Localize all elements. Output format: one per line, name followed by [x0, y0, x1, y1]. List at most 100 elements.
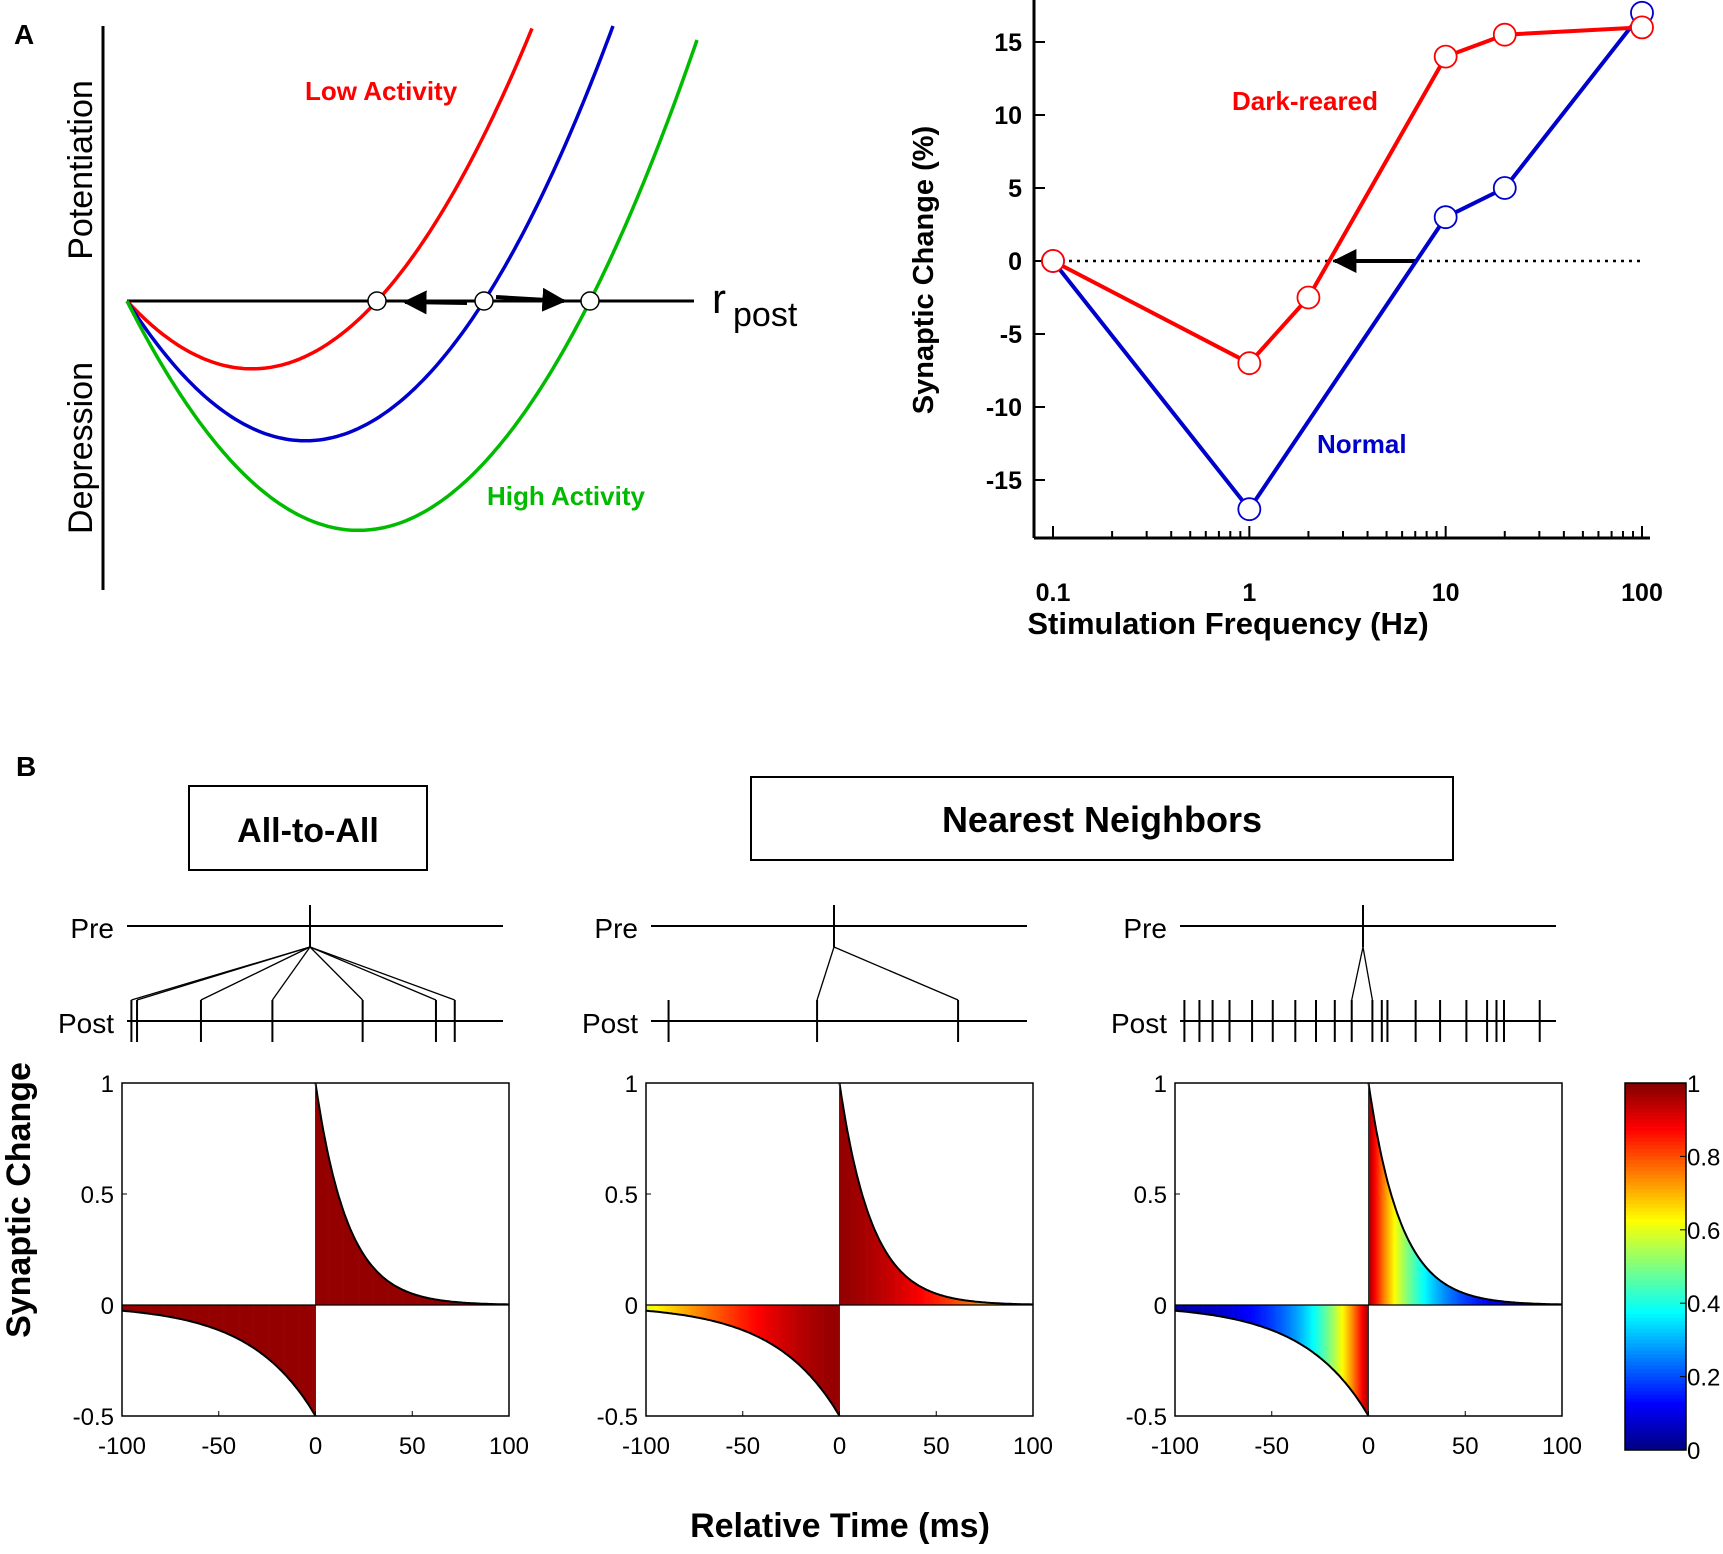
colorbar: 1 0.8 0.6 0.4 0.2 0: [1624, 1071, 1720, 1465]
a-left-curve-low-activity: [125, 27, 534, 371]
a-right-point-dark-reared: [1296, 285, 1321, 310]
colorbar-tick-label: 1: [1687, 1071, 1700, 1098]
a-left-label-low: Low Activity: [305, 76, 458, 106]
a-right-y-tick-label: -5: [1000, 321, 1022, 349]
a-right-x-tick-label: 10: [1432, 579, 1460, 607]
b-panel-3: Pre Post 1 0.5 0 -0.5-100 -50 0 50 100: [1111, 905, 1582, 1460]
raster-pairing-line: [816, 946, 835, 1001]
raster-pairing-line: [1362, 946, 1374, 1001]
a-right-xlabel: Stimulation Frequency (Hz): [1027, 606, 1428, 641]
stdp-heatmap-fill: [646, 1086, 1034, 1416]
stdp-ltd-curve: [1174, 1309, 1370, 1417]
raster-pairing-line: [200, 946, 311, 1001]
stdp-y-tick-label: -0.5: [597, 1404, 638, 1431]
stdp-x-tick-label: -50: [1254, 1433, 1289, 1460]
raster-pairing-line: [271, 946, 311, 1001]
a-right-ylabel: Synaptic Change (%): [908, 126, 940, 414]
stdp-x-tick-label: -50: [725, 1433, 760, 1460]
a-right-x-tick-label: 1: [1242, 579, 1256, 607]
a-right-y-tick-label: 5: [1008, 175, 1022, 203]
a-right-y-tick-label: 10: [994, 102, 1022, 130]
raster-pairing-line: [136, 946, 311, 1001]
b-panel-1: Pre Post 1 0.5 0 -0.5-100 -50 0 50 100: [58, 905, 529, 1460]
b-shared-xlabel: Relative Time (ms): [690, 1507, 990, 1545]
a-right-point-normal: [1492, 176, 1517, 200]
colorbar-frame: [1624, 1082, 1687, 1451]
raster-pairing-line: [309, 946, 437, 1001]
panel-label-b: B: [16, 751, 36, 782]
b-shared-ylabel: Synaptic Change: [0, 1062, 38, 1338]
a-right-label-dark-reared: Dark-reared: [1232, 86, 1378, 116]
raster-post-label: Post: [582, 1008, 638, 1039]
a-right-y-tick-label: 0: [1008, 248, 1022, 276]
stdp-y-tick-label: 0.5: [1134, 1182, 1167, 1209]
stdp-x-tick-label: 0: [309, 1433, 322, 1460]
stdp-y-tick-label: 1: [625, 1071, 638, 1098]
a-left-label-high: High Activity: [487, 481, 645, 511]
a-right-point-normal: [1237, 497, 1262, 522]
stdp-y-tick-label: 1: [1154, 1071, 1167, 1098]
stdp-y-tick-label: 0: [101, 1293, 114, 1320]
stdp-ltp-curve: [314, 1082, 509, 1306]
stdp-ltd-curve: [645, 1309, 841, 1417]
stdp-x-tick-label: -100: [622, 1433, 670, 1460]
a-right-y-tick-label: -10: [986, 394, 1022, 422]
header-all-to-all: All-to-All: [237, 812, 379, 850]
raster-pairing-line: [309, 946, 455, 1001]
stdp-y-tick-label: 1: [101, 1071, 114, 1098]
a-right-point-dark-reared: [1041, 249, 1065, 273]
raster-pre-label: Pre: [594, 913, 638, 944]
a-right-point-dark-reared: [1630, 15, 1654, 40]
a-left-threshold-markers: [367, 291, 600, 311]
a-left-xlabel-sub: post: [733, 296, 798, 334]
a-left-arrow-right: [495, 287, 567, 312]
a-left-arrow-left: [402, 290, 468, 315]
header-nearest-neighbors: Nearest Neighbors: [942, 799, 1262, 840]
stdp-y-tick-label: 0.5: [605, 1182, 638, 1209]
stdp-x-tick-label: 50: [1452, 1433, 1479, 1460]
a-right-marks: 15 10 5 0 -5 -10 -15 0.1 1 10 100: [986, 0, 1663, 607]
stdp-y-tick-label: 0: [1154, 1293, 1167, 1320]
stdp-x-tick-label: 50: [399, 1433, 426, 1460]
a-left-threshold-marker: [367, 291, 387, 311]
raster-pairing-line: [1351, 946, 1364, 1001]
stdp-heatmap-fill: [1175, 1086, 1563, 1416]
panel-label-a: A: [14, 19, 34, 50]
a-left-xlabel-main: r: [712, 275, 726, 322]
chart-a-left: Potentiation Depression Low Activity Hig…: [62, 25, 798, 590]
a-right-x-tick-label: 0.1: [1036, 579, 1071, 607]
stdp-x-tick-label: 50: [923, 1433, 950, 1460]
stdp-x-tick-label: 0: [833, 1433, 846, 1460]
stdp-x-tick-label: -100: [98, 1433, 146, 1460]
a-right-y-tick-label: -15: [986, 467, 1022, 495]
a-left-ylabel-bottom: Depression: [62, 362, 100, 534]
raster-pre-label: Pre: [1123, 913, 1167, 944]
chart-a-right: 15 10 5 0 -5 -10 -15 0.1 1 10 100 Dark-reared Norm…: [908, 0, 1663, 641]
raster-post-label: Post: [1111, 1008, 1167, 1039]
a-right-point-normal: [1433, 205, 1458, 230]
a-right-y-tick-label: 15: [994, 29, 1022, 57]
stdp-x-tick-label: -50: [201, 1433, 236, 1460]
b-panel-2: Pre Post 1 0.5 0 -0.5-100 -50 0 50 100: [582, 905, 1053, 1460]
a-left-ylabel-top: Potentiation: [62, 80, 100, 260]
header-box-all-to-all: [188, 785, 428, 871]
a-right-point-dark-reared: [1237, 351, 1262, 376]
a-right-point-dark-reared: [1433, 44, 1458, 69]
raster-pairing-line: [833, 946, 959, 1001]
stdp-x-tick-label: -100: [1151, 1433, 1199, 1460]
stdp-y-tick-label: -0.5: [73, 1404, 114, 1431]
raster-post-label: Post: [58, 1008, 114, 1039]
header-box-nearest-neighbors: [750, 776, 1454, 861]
a-left-curve-high-activity: [125, 39, 699, 533]
a-right-line-dark-reared: [1052, 25, 1643, 366]
raster-pairing-line: [309, 946, 364, 1001]
a-left-curve-normal: [125, 25, 615, 443]
stdp-y-tick-label: 0: [625, 1293, 638, 1320]
colorbar-tick-label: 0.8: [1687, 1144, 1720, 1171]
stdp-heatmap-fill: [122, 1086, 510, 1416]
colorbar-tick-label: 0.4: [1687, 1291, 1720, 1318]
a-left-threshold-marker: [580, 291, 600, 311]
stdp-ltp-curve: [838, 1082, 1033, 1306]
